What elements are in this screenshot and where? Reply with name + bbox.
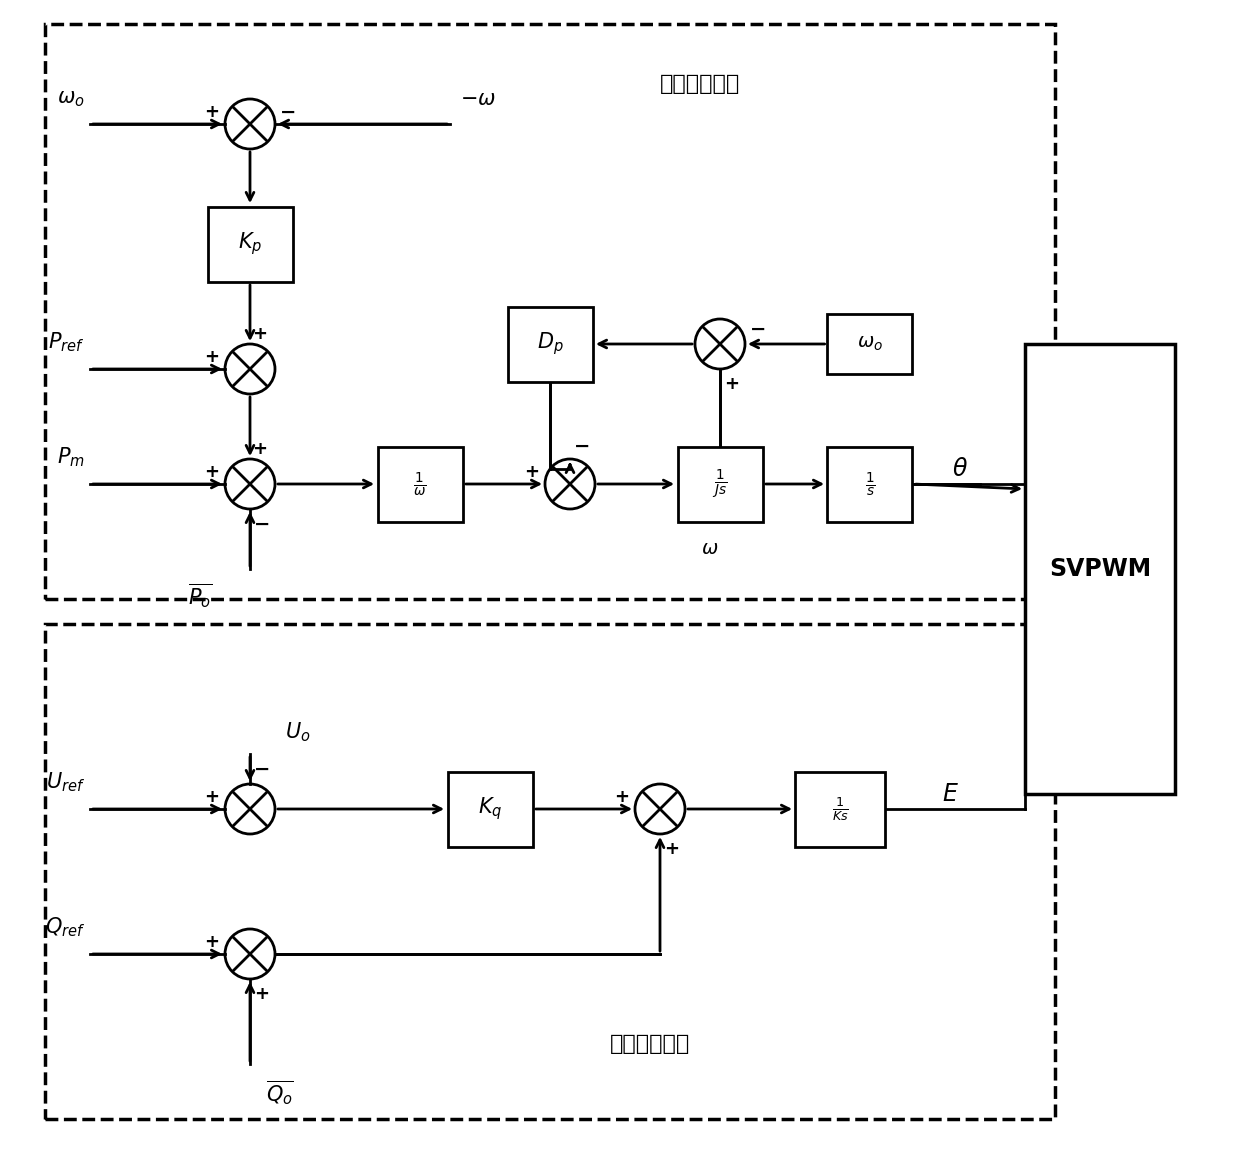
Text: $D_p$: $D_p$ xyxy=(537,330,563,358)
Text: +: + xyxy=(615,788,630,805)
Text: +: + xyxy=(205,932,219,951)
Text: $U_{ref}$: $U_{ref}$ xyxy=(46,771,86,794)
Text: +: + xyxy=(253,325,268,343)
Text: $E$: $E$ xyxy=(941,782,959,805)
Text: 有功频率控制: 有功频率控制 xyxy=(660,74,740,93)
Text: $P_m$: $P_m$ xyxy=(57,445,86,469)
Text: $\omega_o$: $\omega_o$ xyxy=(57,89,86,108)
FancyBboxPatch shape xyxy=(377,447,463,522)
Text: $\overline{P_o}$: $\overline{P_o}$ xyxy=(188,582,212,612)
Text: $\frac{1}{s}$: $\frac{1}{s}$ xyxy=(864,470,875,499)
FancyBboxPatch shape xyxy=(827,447,913,522)
Text: $\omega_o$: $\omega_o$ xyxy=(857,335,883,353)
Text: +: + xyxy=(525,463,539,481)
Text: −: − xyxy=(254,515,270,533)
Text: −: − xyxy=(254,759,270,779)
Text: +: + xyxy=(205,788,219,805)
Text: $\frac{1}{Js}$: $\frac{1}{Js}$ xyxy=(712,467,728,501)
Text: $Q_{ref}$: $Q_{ref}$ xyxy=(45,915,86,939)
FancyBboxPatch shape xyxy=(795,772,885,847)
Text: $\overline{Q_o}$: $\overline{Q_o}$ xyxy=(267,1079,294,1108)
Text: +: + xyxy=(205,463,219,481)
Text: $-\omega$: $-\omega$ xyxy=(460,89,496,108)
Text: $\theta$: $\theta$ xyxy=(952,457,968,481)
Text: −: − xyxy=(280,103,296,121)
FancyBboxPatch shape xyxy=(827,314,913,374)
Text: +: + xyxy=(724,375,739,394)
Text: +: + xyxy=(253,440,268,458)
Text: −: − xyxy=(574,436,590,456)
Text: $\frac{1}{\omega}$: $\frac{1}{\omega}$ xyxy=(413,470,427,499)
FancyBboxPatch shape xyxy=(677,447,763,522)
FancyBboxPatch shape xyxy=(207,207,293,282)
Text: +: + xyxy=(205,349,219,366)
Text: −: − xyxy=(750,320,766,338)
Text: $P_{ref}$: $P_{ref}$ xyxy=(48,330,86,354)
Text: $K_q$: $K_q$ xyxy=(477,795,502,823)
FancyBboxPatch shape xyxy=(507,307,593,382)
FancyBboxPatch shape xyxy=(45,624,1055,1119)
Text: +: + xyxy=(205,103,219,121)
Text: +: + xyxy=(665,840,680,859)
Text: SVPWM: SVPWM xyxy=(1049,557,1151,580)
FancyBboxPatch shape xyxy=(45,24,1055,599)
Text: $\frac{1}{Ks}$: $\frac{1}{Ks}$ xyxy=(832,795,848,823)
Text: $\omega$: $\omega$ xyxy=(702,539,719,559)
Text: $K_p$: $K_p$ xyxy=(238,231,262,257)
FancyBboxPatch shape xyxy=(448,772,532,847)
Text: 无功电压控制: 无功电压控制 xyxy=(610,1034,691,1054)
Text: $U_o$: $U_o$ xyxy=(285,720,310,744)
FancyBboxPatch shape xyxy=(1025,344,1176,794)
Text: +: + xyxy=(254,986,269,1003)
